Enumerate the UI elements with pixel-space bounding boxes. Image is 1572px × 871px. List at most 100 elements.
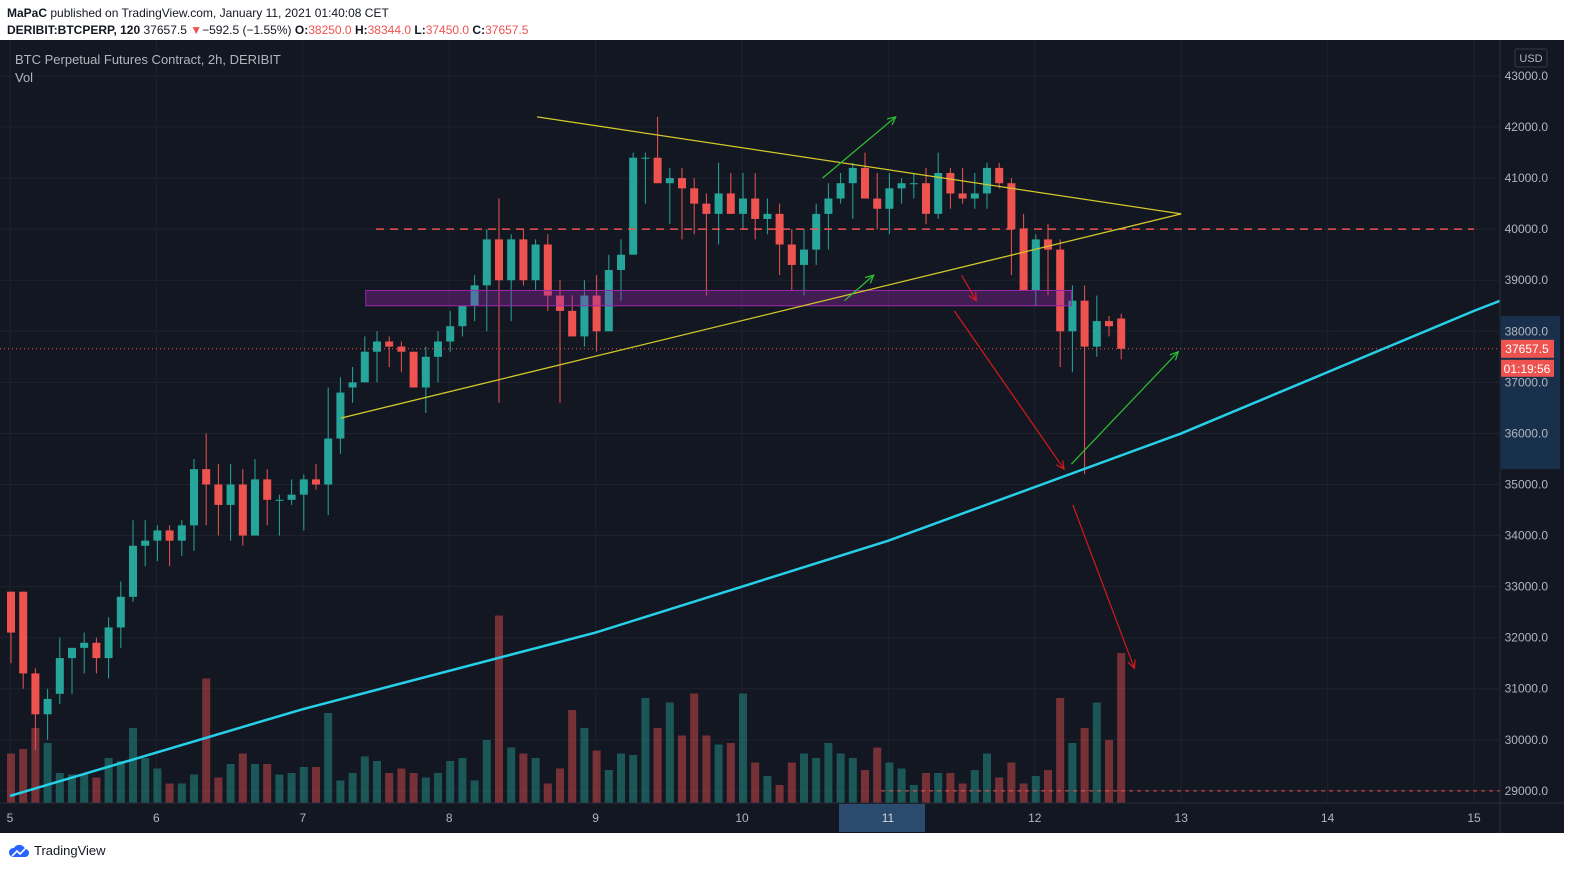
volume-bar bbox=[751, 762, 760, 803]
volume-bar bbox=[141, 758, 150, 803]
volume-bar bbox=[812, 758, 821, 803]
price-change: −592.5 (−1.55%) bbox=[202, 23, 292, 37]
candle-body bbox=[202, 469, 211, 485]
low-label: L: bbox=[414, 23, 426, 37]
candle-body bbox=[690, 188, 699, 204]
publish-info: MaPaC published on TradingView.com, Janu… bbox=[7, 6, 389, 20]
y-tick-label: 37000.0 bbox=[1505, 375, 1549, 389]
candle-body bbox=[1092, 321, 1101, 347]
volume-bar bbox=[1031, 776, 1040, 803]
candle-body bbox=[434, 341, 442, 357]
volume-bar bbox=[434, 773, 442, 803]
candle-body bbox=[177, 525, 186, 541]
candle-body bbox=[739, 198, 747, 214]
last-price-tag: 37657.5 bbox=[1505, 342, 1549, 356]
volume-bar bbox=[55, 773, 64, 803]
y-tick-label: 35000.0 bbox=[1505, 477, 1549, 491]
triangle-lower-line bbox=[340, 213, 1182, 419]
y-tick-label: 39000.0 bbox=[1505, 273, 1549, 287]
support-zone bbox=[365, 289, 1072, 307]
volume-bar bbox=[665, 702, 674, 803]
high-value: 38344.0 bbox=[367, 23, 412, 37]
volume-bar bbox=[519, 753, 528, 803]
candle-body bbox=[543, 244, 552, 296]
candle-body bbox=[812, 213, 821, 250]
candle-body bbox=[31, 673, 40, 715]
candle-body bbox=[641, 157, 650, 159]
y-tick-label: 36000.0 bbox=[1505, 426, 1549, 440]
candle-body bbox=[861, 167, 869, 199]
tradingview-cloud-icon bbox=[8, 844, 29, 857]
price-chart[interactable]: USD 11 43000.0 42000.0 41000.0 40000.0 39000… bbox=[0, 40, 1564, 833]
volume-bar bbox=[617, 753, 625, 803]
current-date-tag: 11 bbox=[882, 811, 895, 825]
candle-body bbox=[348, 382, 357, 388]
x-tick-label: 12 bbox=[1028, 811, 1042, 825]
candle-body bbox=[495, 239, 503, 281]
candle-body bbox=[287, 494, 296, 500]
candle-body bbox=[458, 305, 467, 327]
candle-body bbox=[409, 351, 418, 388]
volume-bar bbox=[1080, 728, 1089, 803]
candle-body bbox=[482, 239, 491, 286]
volume-bar bbox=[787, 762, 796, 803]
volume-bar bbox=[129, 728, 137, 803]
candle-body bbox=[714, 193, 723, 214]
volume-bar bbox=[678, 735, 686, 803]
candle-body bbox=[824, 198, 833, 214]
volume-bar bbox=[800, 753, 808, 803]
x-tick-label: 15 bbox=[1467, 811, 1481, 825]
candle-body bbox=[519, 239, 528, 281]
candle-body bbox=[958, 193, 967, 199]
candle-body bbox=[507, 239, 516, 281]
volume-bar bbox=[970, 770, 979, 803]
candle-body bbox=[55, 658, 64, 694]
candle-body bbox=[251, 479, 259, 536]
candle-body bbox=[970, 193, 979, 199]
candle-body bbox=[934, 173, 943, 214]
candle-body bbox=[751, 198, 760, 219]
volume-bar bbox=[385, 773, 394, 803]
volume-bar bbox=[568, 710, 577, 803]
volume-bar bbox=[373, 761, 381, 803]
candle-body bbox=[763, 213, 772, 219]
volume-bar bbox=[983, 753, 991, 803]
candle-body bbox=[299, 479, 308, 495]
drawings bbox=[0, 115, 1501, 798]
countdown-tag-bg bbox=[1501, 359, 1554, 377]
volume-bar bbox=[1092, 702, 1101, 803]
candle-body bbox=[629, 157, 638, 255]
arrow-down-head bbox=[968, 291, 977, 302]
candle-body bbox=[1007, 183, 1016, 230]
volume-bars bbox=[7, 615, 1126, 803]
candle-body bbox=[336, 392, 345, 439]
author-name[interactable]: MaPaC bbox=[7, 6, 48, 20]
volume-bar bbox=[7, 753, 15, 803]
high-label: H: bbox=[354, 23, 368, 37]
volume-bar bbox=[1044, 770, 1052, 803]
volume-bar bbox=[275, 774, 284, 803]
candle-body bbox=[1044, 239, 1052, 250]
tradingview-logo[interactable]: TradingView bbox=[8, 843, 106, 858]
volume-bar bbox=[714, 744, 723, 803]
volume-bar bbox=[653, 728, 662, 803]
volume-bar bbox=[531, 758, 540, 803]
volume-bar bbox=[446, 761, 455, 803]
grid-lines bbox=[0, 40, 1500, 803]
volume-bar bbox=[421, 777, 430, 803]
last-price: 37657.5 bbox=[143, 23, 187, 37]
volume-bar bbox=[1056, 698, 1065, 803]
x-tick-label: 6 bbox=[153, 811, 160, 825]
arrow-down bbox=[1072, 504, 1135, 669]
volume-bar bbox=[543, 783, 552, 803]
candle-body bbox=[373, 341, 381, 352]
chart-pane[interactable]: USD 11 43000.0 42000.0 41000.0 40000.0 39000… bbox=[0, 40, 1572, 833]
candle-body bbox=[848, 167, 857, 184]
volume-bar bbox=[482, 740, 491, 803]
y-tick-label: 29000.0 bbox=[1505, 784, 1549, 798]
open-label: O: bbox=[294, 23, 309, 37]
currency-badge[interactable] bbox=[1514, 48, 1548, 68]
axis-range-highlight bbox=[1501, 315, 1560, 470]
volume-bar bbox=[604, 770, 613, 803]
arrow-down bbox=[961, 274, 977, 301]
